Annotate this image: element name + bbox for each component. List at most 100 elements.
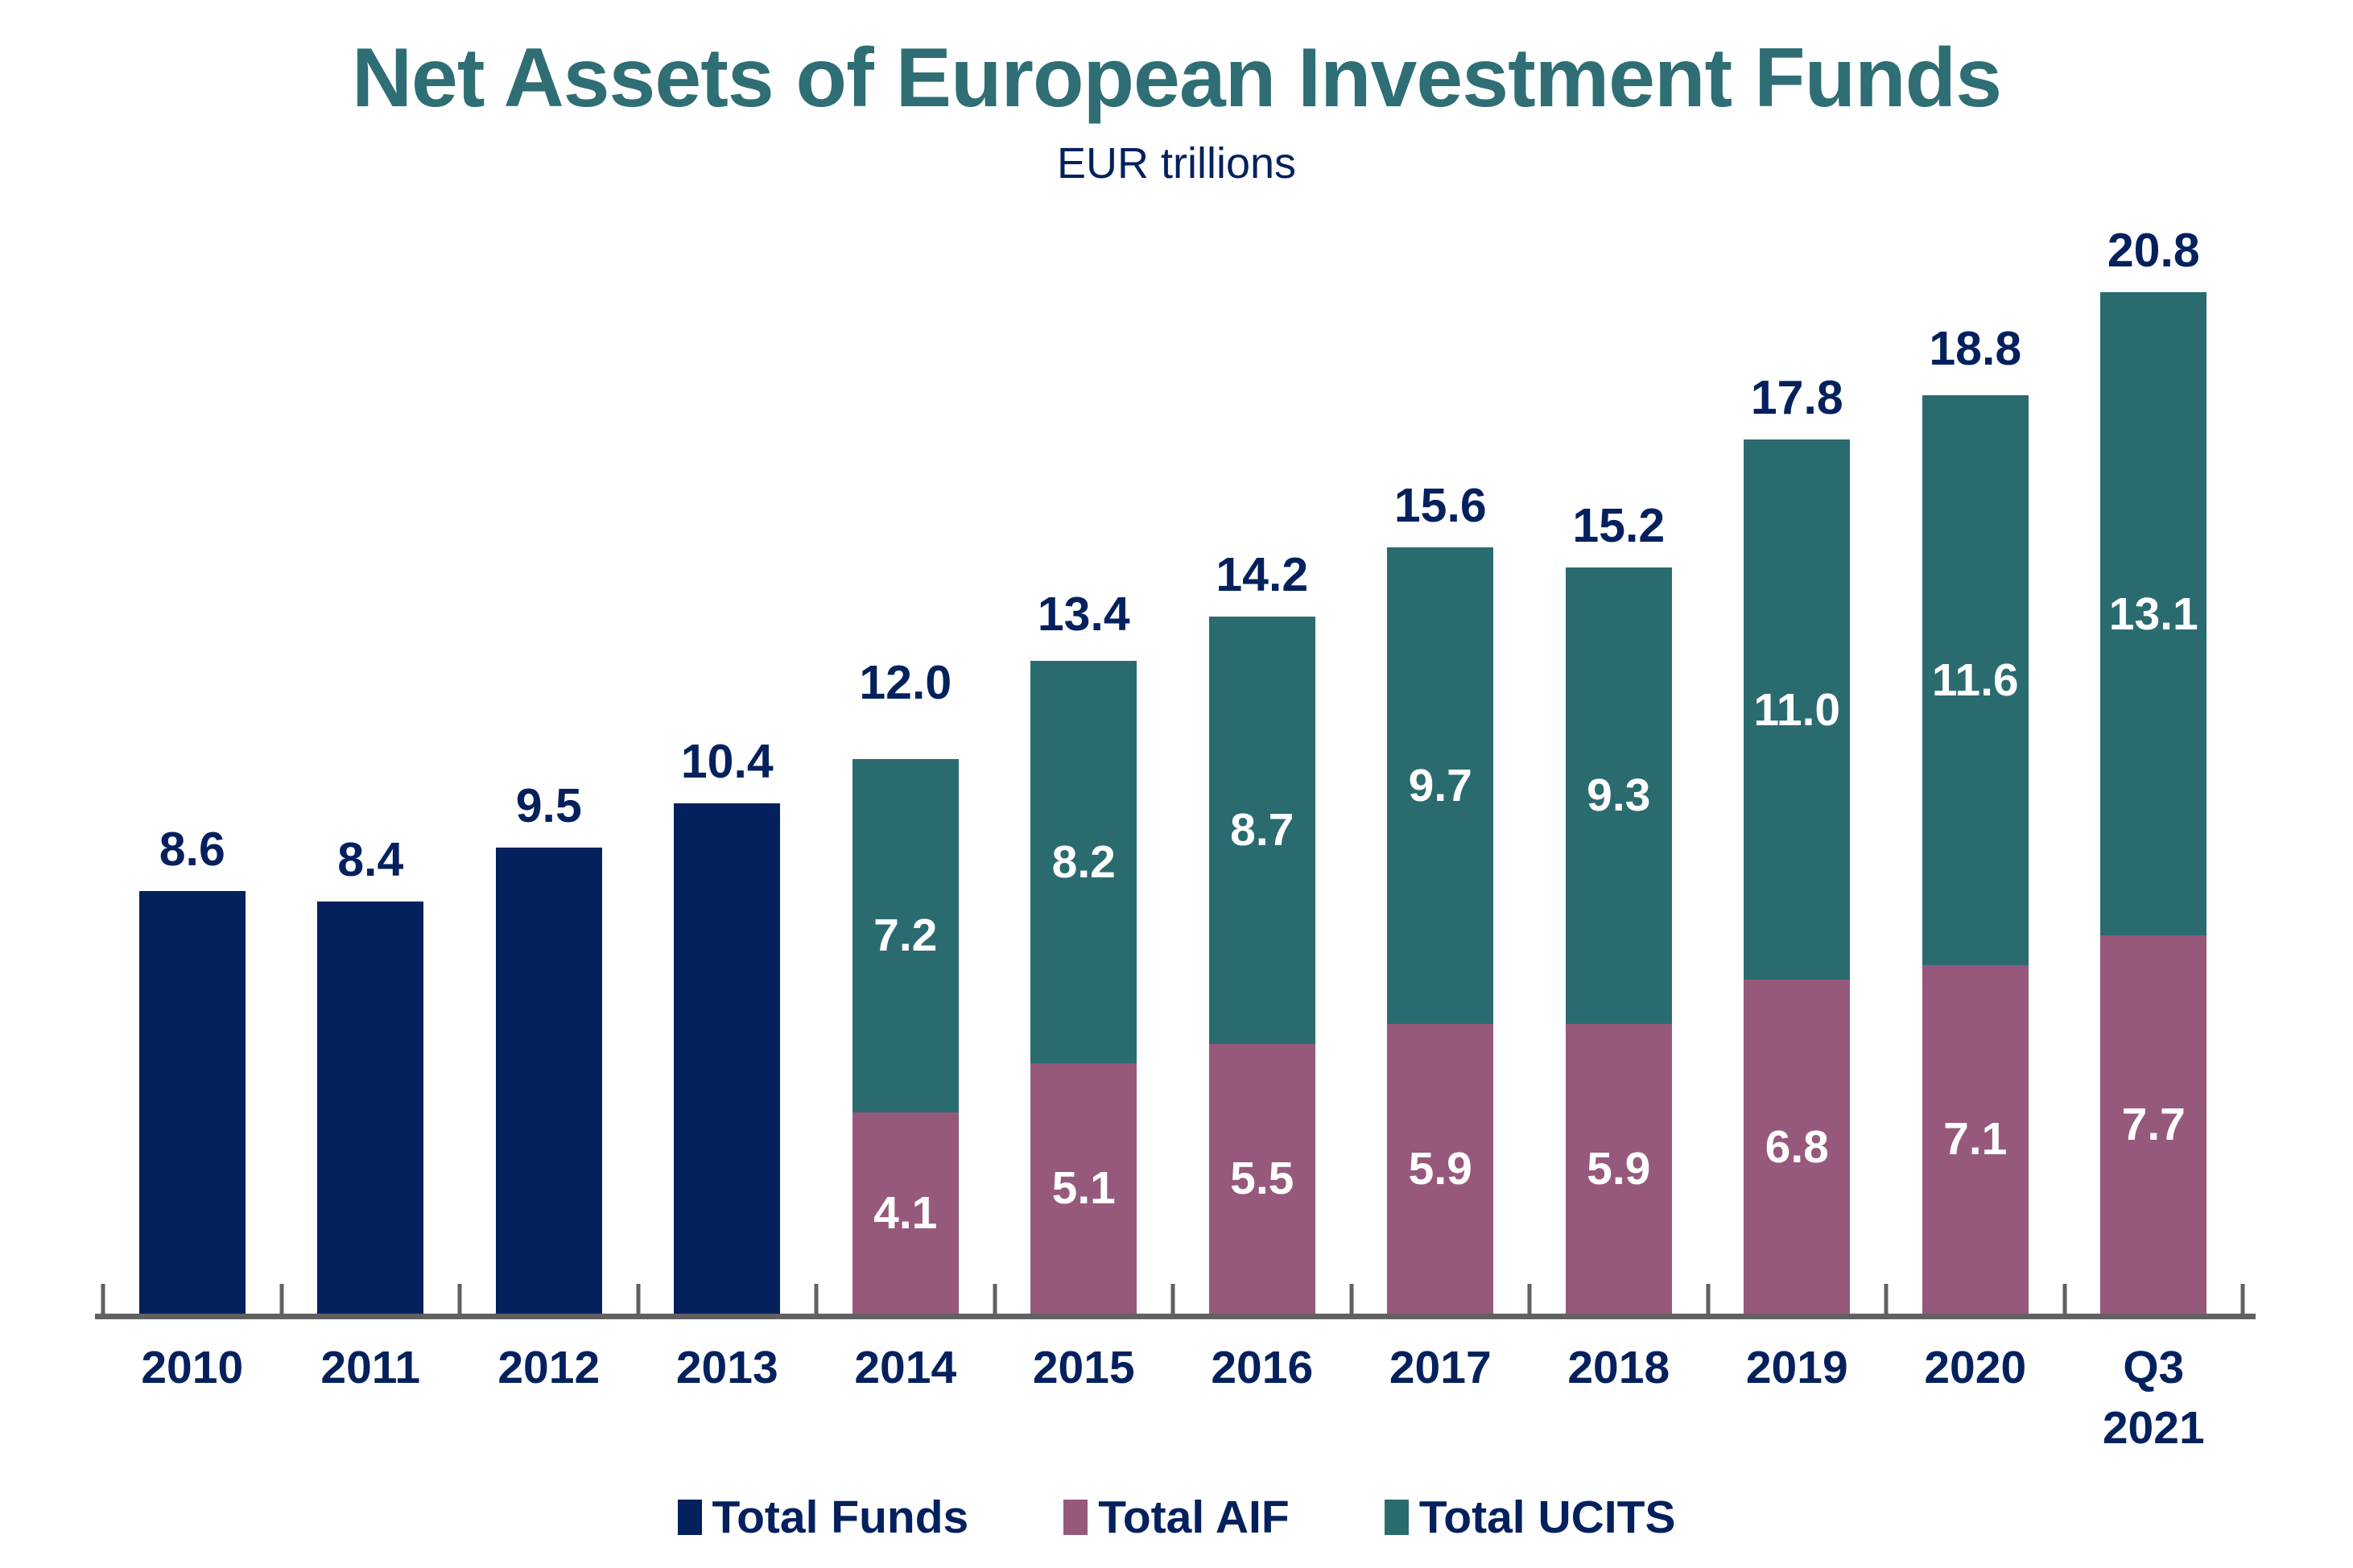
category-slot-2014: 4.1 7.2 12.0 [816,0,995,1314]
bar-segment-2011-total-funds [317,901,424,1314]
total-value-label-2020: 18.8 [1929,322,2022,376]
legend-marker-total-ucits [1384,1500,1409,1535]
legend-marker-total-funds [677,1500,702,1535]
bar-segment-2018-total-ucits: 9.3 [1565,567,1672,1025]
bar-2019: 6.8 11.0 [1744,439,1851,1314]
segment-value-label: 11.0 [1753,683,1841,736]
x-axis-label-2010: 2010 [141,1342,244,1393]
legend-item-total-funds: Total Funds [677,1491,969,1544]
x-axis-label-2018: 2018 [1567,1342,1670,1393]
bar-2020: 7.1 11.6 [1922,395,2029,1314]
segment-value-label: 8.2 [1051,836,1116,888]
bar-segment-2014-total-ucits: 7.2 [852,758,959,1112]
total-value-label-2016: 14.2 [1216,547,1309,601]
plot-area: 8.6 8.4 9.5 10.4 4.1 7.2 12.0 5.1 8.2 13.4 5.5 8.7 1… [95,0,2256,1319]
x-axis-labels: 2010 2011 2012 2013 2014 2015 2016 2017 2018 2019… [103,1338,2243,1459]
total-value-label-2010: 8.6 [159,823,225,877]
bar-2016: 5.5 8.7 [1208,616,1315,1314]
total-value-label-2012: 9.5 [515,778,582,832]
total-value-label-2011: 8.4 [337,832,404,886]
category-slot-2013: 10.4 [638,0,817,1314]
axis-tick [636,1284,640,1319]
category-slot-2017: 5.9 9.7 15.6 [1352,0,1530,1314]
x-axis-label-2012: 2012 [497,1342,601,1393]
bar-q3-2021: 7.7 13.1 [2100,292,2207,1314]
total-value-label-2019: 17.8 [1750,371,1843,425]
legend-label: Total Funds [712,1492,969,1543]
segment-value-label: 4.1 [873,1186,938,1239]
segment-value-label: 5.1 [1051,1162,1116,1215]
chart-title: Net Assets of European Investment Funds [351,31,2002,125]
bar-segment-2012-total-funds [495,847,602,1314]
x-axis-label-2013: 2013 [675,1342,778,1393]
total-value-label-2018: 15.2 [1572,498,1666,552]
bar-segment-2017-total-ucits: 9.7 [1387,547,1494,1025]
axis-tick [1349,1284,1353,1319]
total-value-label-q3-2021: 20.8 [2107,224,2200,278]
x-axis-label-2019: 2019 [1745,1342,1848,1393]
bar-2018: 5.9 9.3 [1565,567,1672,1314]
category-slot-2020: 7.1 11.6 18.8 [1886,0,2065,1314]
total-value-label-2014: 12.0 [859,656,952,709]
bar-segment-2019-total-aif: 6.8 [1744,980,1851,1314]
bar-2011 [317,901,424,1314]
axis-tick [101,1284,105,1319]
bar-segment-2014-total-aif: 4.1 [852,1112,959,1314]
axis-tick [457,1284,462,1319]
bar-segment-2016-total-ucits: 8.7 [1208,616,1315,1044]
x-axis-label-2016: 2016 [1211,1342,1314,1393]
total-value-label-2015: 13.4 [1037,587,1130,641]
segment-value-label: 13.1 [2108,588,2198,640]
axis-tick [2062,1284,2066,1319]
bar-segment-2015-total-aif: 5.1 [1030,1063,1137,1314]
bar-segment-2020-total-ucits: 11.6 [1922,395,2029,965]
category-slot-2016: 5.5 8.7 14.2 [1173,0,1352,1314]
legend-label: Total UCITS [1418,1492,1676,1543]
bar-segment-2019-total-ucits: 11.0 [1744,439,1851,980]
bar-2010 [138,891,246,1314]
bar-segment-2016-total-aif: 5.5 [1208,1043,1315,1314]
x-axis-label-2015: 2015 [1032,1342,1135,1393]
axis-tick [2240,1284,2245,1319]
segment-value-label: 11.6 [1931,654,2019,707]
bar-segment-2015-total-ucits: 8.2 [1030,660,1137,1063]
segment-value-label: 5.5 [1230,1153,1294,1205]
category-slot-2019: 6.8 11.0 17.8 [1708,0,1887,1314]
bar-segment-q3-2021-total-ucits: 13.1 [2100,292,2207,936]
legend-marker-total-aif [1063,1500,1088,1535]
x-axis-label-2017: 2017 [1389,1342,1492,1393]
axis-tick [1527,1284,1532,1319]
bar-2015: 5.1 8.2 [1030,660,1137,1314]
bar-2017: 5.9 9.7 [1387,547,1494,1314]
axis-tick [1170,1284,1175,1319]
x-axis-label-q3-2021: Q3 2021 [2102,1342,2205,1455]
bar-segment-2013-total-funds [674,803,781,1314]
chart-subtitle: EUR trillions [1056,139,1297,188]
bar-2012 [495,847,602,1314]
category-slot-2018: 5.9 9.3 15.2 [1529,0,1708,1314]
segment-value-label: 8.7 [1230,804,1294,856]
legend-item-total-aif: Total AIF [1063,1491,1290,1544]
category-slot-2012: 9.5 [460,0,638,1314]
category-slot-q3-2021: 7.7 13.1 20.8 [2065,0,2244,1314]
bar-segment-q3-2021-total-aif: 7.7 [2100,935,2207,1314]
bar-2014: 4.1 7.2 [852,758,959,1314]
segment-value-label: 7.1 [1943,1113,2008,1166]
axis-tick [993,1284,997,1319]
axis-tick [279,1284,283,1319]
total-value-label-2017: 15.6 [1393,479,1487,533]
x-axis-label-2011: 2011 [320,1342,421,1393]
segment-value-label: 7.2 [873,910,938,962]
axis-tick [814,1284,819,1319]
segment-value-label: 9.7 [1408,760,1472,812]
category-slot-2015: 5.1 8.2 13.4 [995,0,1174,1314]
bar-segment-2018-total-aif: 5.9 [1565,1024,1672,1314]
category-slot-2010: 8.6 [103,0,282,1314]
axis-tick [1706,1284,1710,1319]
bar-segment-2017-total-aif: 5.9 [1387,1024,1494,1314]
segment-value-label: 7.7 [2121,1099,2186,1151]
total-value-label-2013: 10.4 [680,734,774,788]
x-axis-label-2014: 2014 [854,1342,957,1393]
bar-2013 [674,803,781,1314]
